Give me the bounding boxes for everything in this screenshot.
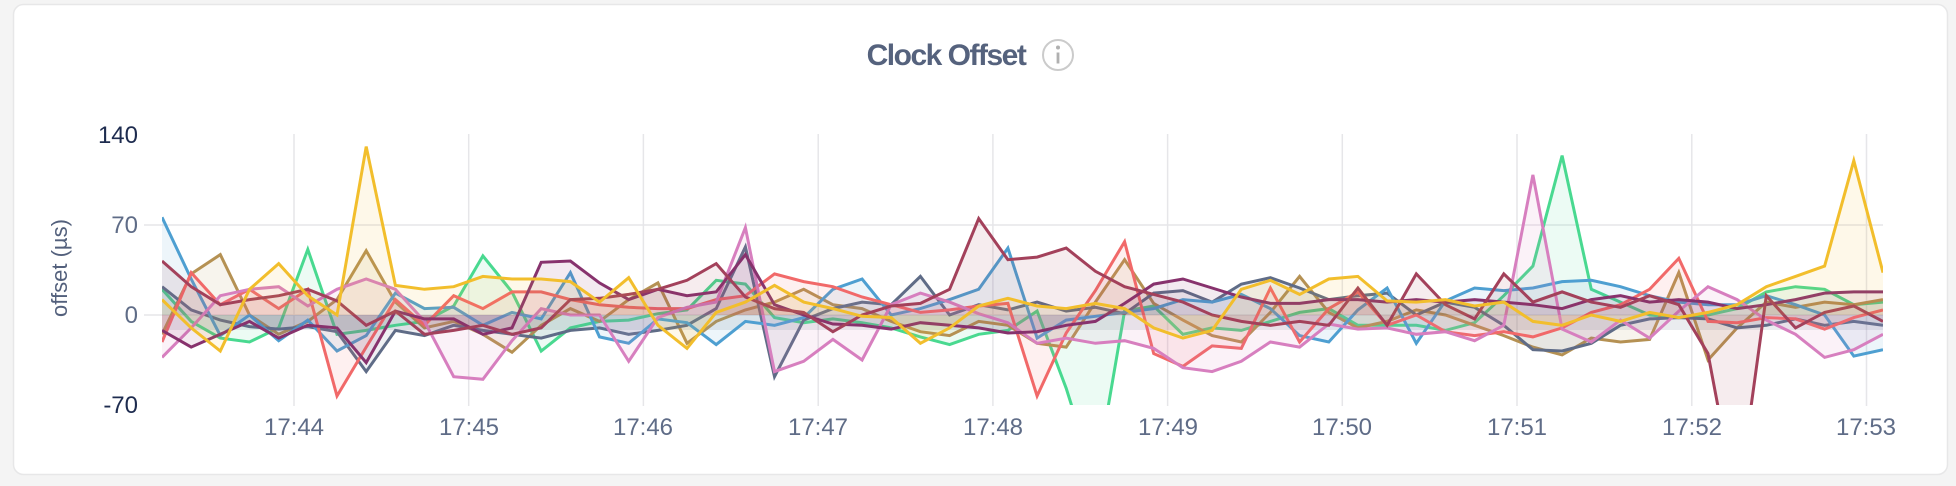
svg-text:offset (µs): offset (µs) <box>47 219 72 317</box>
svg-text:0: 0 <box>125 302 138 329</box>
svg-text:70: 70 <box>111 212 138 239</box>
svg-text:17:47: 17:47 <box>788 414 848 441</box>
svg-text:Clock Offset: Clock Offset <box>867 39 1027 72</box>
svg-text:17:48: 17:48 <box>963 414 1023 441</box>
svg-text:17:52: 17:52 <box>1662 414 1722 441</box>
svg-text:17:50: 17:50 <box>1312 414 1372 441</box>
svg-text:17:53: 17:53 <box>1836 414 1896 441</box>
svg-text:17:51: 17:51 <box>1487 414 1547 441</box>
svg-text:17:44: 17:44 <box>264 414 324 441</box>
svg-text:17:45: 17:45 <box>439 414 499 441</box>
svg-text:17:49: 17:49 <box>1138 414 1198 441</box>
svg-text:-70: -70 <box>103 392 138 419</box>
svg-text:17:46: 17:46 <box>613 414 673 441</box>
svg-text:140: 140 <box>98 122 138 149</box>
